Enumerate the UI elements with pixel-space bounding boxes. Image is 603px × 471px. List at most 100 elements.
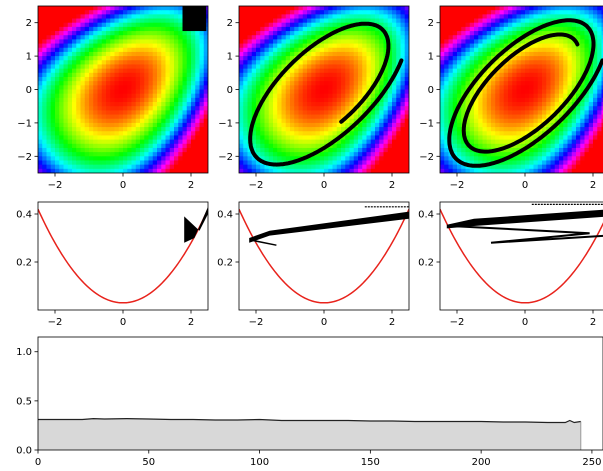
- heatmap-cell: [576, 110, 581, 116]
- heatmap-cell: [440, 22, 445, 28]
- heatmap-cell: [260, 60, 266, 66]
- heatmap-cell: [260, 110, 266, 116]
- x-tick-label: 200: [472, 457, 491, 468]
- heatmap-cell: [247, 106, 253, 111]
- heatmap-cell: [584, 26, 590, 32]
- heatmap-cell: [516, 106, 522, 111]
- heatmap-cell: [529, 93, 535, 99]
- heatmap-cell: [251, 135, 257, 141]
- heatmap-cell: [260, 72, 266, 78]
- heatmap-cell: [260, 76, 266, 82]
- heatmap-cell: [307, 93, 312, 99]
- heatmap-cell: [50, 143, 56, 149]
- heatmap-cell: [84, 152, 90, 157]
- heatmap-cell: [80, 97, 86, 103]
- heatmap-cell: [349, 135, 355, 141]
- heatmap-cell: [366, 97, 372, 103]
- heatmap-cell: [495, 122, 501, 128]
- heatmap-cell: [457, 168, 462, 173]
- heatmap-cell: [516, 22, 522, 28]
- heatmap-cell: [106, 114, 111, 120]
- heatmap-cell: [452, 18, 458, 24]
- heatmap-cell: [516, 26, 522, 32]
- heatmap-cell: [174, 51, 179, 57]
- heatmap-cell: [516, 168, 522, 173]
- heatmap-cell: [559, 139, 564, 145]
- heatmap-cell: [520, 81, 526, 86]
- heatmap-cell: [482, 93, 488, 99]
- heatmap-cell: [550, 164, 556, 170]
- heatmap-cell: [161, 97, 167, 103]
- heatmap-cell: [302, 164, 308, 170]
- heatmap-cell: [135, 110, 141, 116]
- heatmap-cell: [247, 147, 253, 153]
- heatmap-cell: [93, 14, 99, 20]
- heatmap-cell: [251, 60, 257, 66]
- heatmap-cell: [148, 72, 154, 78]
- heatmap-cell: [396, 56, 402, 61]
- heatmap-cell: [474, 110, 479, 116]
- heatmap-cell: [328, 122, 334, 128]
- heatmap-cell: [550, 160, 556, 166]
- heatmap-cell: [345, 143, 351, 149]
- heatmap-cell: [144, 135, 150, 141]
- heatmap-cell: [461, 152, 467, 157]
- heatmap-cell: [298, 131, 304, 137]
- heatmap-cell: [97, 93, 103, 99]
- heatmap-cell: [315, 35, 321, 40]
- heatmap-cell: [174, 39, 179, 45]
- heatmap-cell: [567, 131, 573, 137]
- energy-panel-2: −2 0 20.20.4: [217, 201, 410, 328]
- heatmap-cell: [491, 93, 496, 99]
- heatmap-cell: [387, 39, 393, 45]
- heatmap-cell: [396, 43, 402, 49]
- heatmap-cell: [63, 160, 69, 166]
- heatmap-cell: [362, 122, 368, 128]
- heatmap-cell: [491, 135, 496, 141]
- heatmap-cell: [89, 56, 94, 61]
- heatmap-cell: [131, 147, 137, 153]
- heatmap-cell: [469, 47, 475, 53]
- heatmap-cell: [72, 22, 77, 28]
- heatmap-cell: [550, 102, 556, 107]
- heatmap-cell: [251, 156, 257, 162]
- heatmap-cell: [546, 156, 552, 162]
- heatmap-cell: [383, 14, 389, 20]
- heatmap-cell: [601, 127, 603, 132]
- heatmap-cell: [67, 39, 73, 45]
- heatmap-cell: [319, 47, 325, 53]
- heatmap-cell: [264, 131, 270, 137]
- heatmap-cell: [336, 147, 342, 153]
- x-tick-label: 250: [582, 457, 601, 468]
- heatmap-cell: [319, 68, 325, 74]
- heatmap-cell: [336, 68, 342, 74]
- heatmap-cell: [597, 6, 603, 11]
- heatmap-cell: [144, 68, 150, 74]
- heatmap-cell: [174, 47, 179, 53]
- heatmap-cell: [375, 14, 380, 20]
- heatmap-cell: [366, 131, 372, 137]
- heatmap-cell: [110, 22, 116, 28]
- heatmap-cell: [186, 164, 192, 170]
- heatmap-cell: [42, 60, 48, 66]
- heatmap-cell: [165, 43, 171, 49]
- heatmap-cell: [461, 56, 467, 61]
- heatmap-cell: [101, 6, 107, 11]
- heatmap-cell: [191, 60, 196, 66]
- heatmap-cell: [404, 56, 409, 61]
- heatmap-cell: [362, 26, 368, 32]
- heatmap-cell: [593, 122, 598, 128]
- heatmap-cell: [315, 114, 321, 120]
- heatmap-cell: [199, 43, 205, 49]
- heatmap-cell: [353, 35, 359, 40]
- heatmap-cell: [597, 106, 603, 111]
- heatmap-cell: [97, 110, 103, 116]
- heatmap-cell: [563, 118, 569, 124]
- heatmap-cell: [101, 47, 107, 53]
- heatmap-cell: [319, 106, 325, 111]
- heatmap-cell: [537, 147, 543, 153]
- heatmap-cell: [554, 106, 560, 111]
- heatmap-cell: [311, 164, 317, 170]
- heatmap-cell: [165, 122, 171, 128]
- heatmap-cell: [114, 110, 120, 116]
